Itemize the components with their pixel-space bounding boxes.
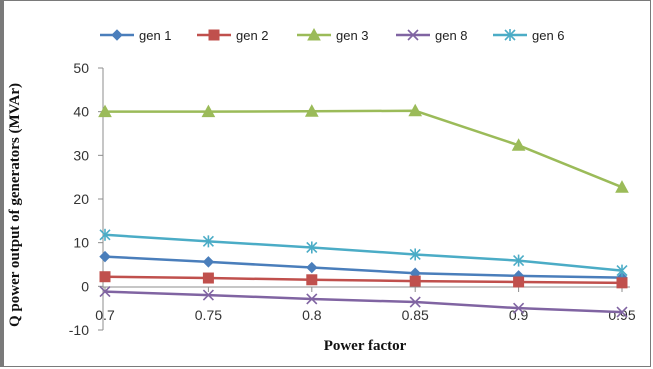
series-line-gen-1 [104,255,623,279]
series-line-gen-8 [104,290,623,314]
series-line-gen-6 [104,233,623,272]
x-tick-label: 0.8 [302,307,322,323]
legend-label: gen 6 [532,28,565,43]
data-point-gen-3 [304,104,319,117]
series-gen-2 [99,271,628,289]
y-tick-label: 10 [73,235,89,251]
legend-item-gen-2: gen 2 [197,28,269,43]
data-point-gen-6 [409,248,421,261]
legend-marker [407,29,419,41]
legend-label: gen 8 [435,28,468,43]
data-point-gen-3 [98,104,112,118]
legend-item-gen-6: gen 6 [493,28,565,43]
y-tick-labels: 50 40 30 20 10 0 -10 [69,60,89,338]
series-line-gen-2 [104,275,623,285]
x-tick-label: 0.9 [509,307,529,323]
legend-label: gen 2 [236,28,269,43]
data-point-gen-2 [99,271,111,283]
series-lines [98,103,629,318]
y-tick-label: 40 [73,104,89,120]
data-point-gen-6 [513,254,525,267]
data-point-gen-8 [616,306,628,318]
data-point-gen-1 [306,261,318,274]
legend: gen 1 gen 2 gen 3 gen 8 gen 6 [100,27,565,43]
data-point-gen-1 [99,250,111,263]
legend-item-gen-1: gen 1 [100,28,172,43]
series-gen-8 [99,286,628,318]
legend-item-gen-3: gen 3 [297,27,369,43]
y-tick-label: -10 [69,322,89,338]
x-tick-label: 0.75 [195,307,222,323]
legend-marker [504,29,516,41]
data-point-gen-2 [306,274,318,286]
legend-marker [307,27,321,41]
data-point-gen-3 [615,180,629,193]
legend-marker [208,29,220,41]
legend-label: gen 1 [139,28,172,43]
frame-left-border [1,1,4,366]
legend-marker [111,29,123,41]
y-tick-label: 30 [73,147,89,163]
y-tick-label: 0 [81,278,89,294]
data-point-gen-8 [99,286,111,298]
data-point-gen-3 [408,103,423,117]
series-gen-6 [99,228,628,277]
data-point-gen-2 [513,276,525,288]
data-point-gen-2 [202,272,214,284]
data-point-gen-8 [306,293,318,305]
x-tick-labels: 0.7 0.75 0.8 0.85 0.9 0.95 [95,307,636,323]
data-point-gen-1 [202,256,215,268]
data-point-gen-2 [616,277,628,289]
data-point-gen-8 [513,302,525,314]
data-point-gen-6 [616,264,628,277]
legend-label: gen 3 [336,28,369,43]
data-point-gen-8 [202,289,214,301]
series-gen-1 [99,250,628,284]
x-tick-label: 0.7 [95,307,115,323]
x-axis [103,286,630,292]
data-point-gen-3 [201,104,216,118]
data-point-gen-6 [99,228,111,241]
y-tick-label: 20 [73,191,89,207]
y-tick-label: 50 [73,60,89,76]
legend-item-gen-8: gen 8 [396,28,468,43]
series-line-gen-3 [105,109,623,189]
data-point-gen-6 [202,235,214,248]
y-axis [98,67,104,331]
data-point-gen-2 [409,275,421,287]
data-point-gen-6 [306,241,318,254]
data-point-gen-3 [511,138,526,151]
series-gen-3 [98,103,629,193]
x-tick-label: 0.85 [402,307,429,323]
x-tick-label: 0.95 [608,307,635,323]
x-axis-title: Power factor [324,338,407,354]
y-axis-title: Q power output of generators (MVAr) [7,83,23,327]
data-point-gen-8 [409,296,421,308]
